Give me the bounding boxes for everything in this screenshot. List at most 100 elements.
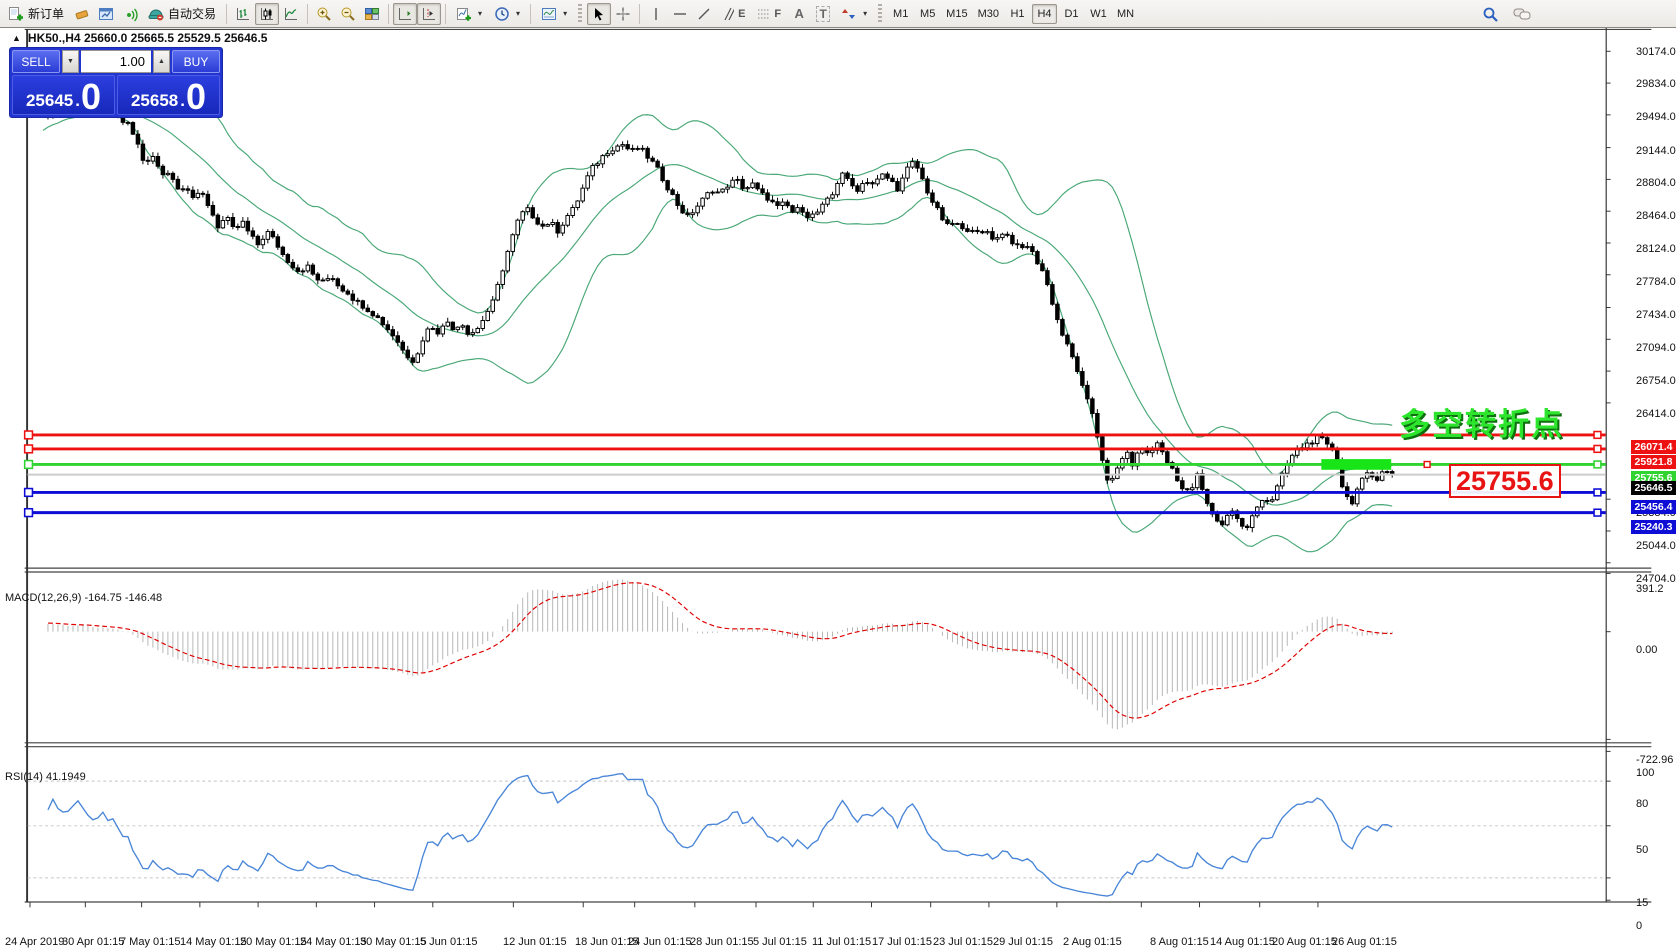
volume-down-button[interactable]: ▼ — [62, 50, 79, 73]
zoom-in-icon — [317, 7, 331, 21]
x-axis-label: 30 Apr 01:15 — [62, 936, 125, 948]
label-tool-button[interactable]: T — [811, 3, 835, 25]
callout-handle[interactable] — [1423, 460, 1431, 469]
sell-price-display[interactable]: 25645. 0 — [12, 75, 115, 115]
x-axis-label: 24 Apr 2019 — [5, 936, 65, 948]
chart-shift-button[interactable] — [417, 2, 442, 25]
timeframe-m30-button[interactable]: M30 — [977, 7, 999, 20]
periods-button[interactable]: ▾ — [488, 3, 526, 25]
one-click-trading-panel: SELL ▼ ▲ BUY 25645.0 25658.0 — [10, 48, 222, 117]
chevron-down-icon: ▾ — [478, 9, 483, 18]
x-axis-label: 28 Jun 01:15 — [690, 936, 754, 948]
buy-price-display[interactable]: 25658. 0 — [117, 75, 220, 115]
x-axis-label: 7 May 01:15 — [120, 936, 181, 948]
chat-button[interactable] — [1510, 3, 1534, 25]
chart-window[interactable]: ▲ HK50.,H4 25660.0 25665.5 25529.5 25646… — [0, 28, 1676, 951]
line-handle[interactable] — [23, 507, 34, 518]
toolbar-separator — [445, 3, 447, 24]
crosshair-button[interactable] — [611, 3, 635, 25]
zoom-in-button[interactable] — [312, 3, 336, 25]
x-axis-label: 17 Jul 01:15 — [872, 936, 932, 948]
chart-title: HK50.,H4 25660.0 25665.5 25529.5 25646.5 — [27, 31, 268, 45]
signals-icon — [127, 8, 138, 21]
timeframe-w1-button[interactable]: W1 — [1090, 7, 1107, 20]
y-axis-label: 29834.0 — [1636, 78, 1676, 91]
toolbar-grip[interactable] — [578, 3, 583, 24]
line-end-marker[interactable] — [1593, 488, 1602, 497]
x-axis-label: 5 Jul 01:15 — [753, 936, 807, 948]
zoom-out-button[interactable] — [336, 3, 360, 25]
line-end-marker[interactable] — [1593, 508, 1602, 517]
sell-button[interactable]: SELL — [12, 50, 60, 73]
macd-axis-label: 0.00 — [1636, 643, 1658, 656]
vertical-line-button[interactable] — [644, 3, 668, 25]
eraser-button[interactable] — [70, 3, 94, 25]
x-axis-label: 5 Jun 01:15 — [420, 936, 478, 948]
price-level-label: 25646.5 — [1631, 481, 1676, 496]
equidistant-channel-button[interactable]: E — [716, 3, 751, 25]
fibonacci-glyph: F — [774, 7, 782, 20]
text-tool-button[interactable]: A — [787, 3, 811, 25]
line-end-marker[interactable] — [1593, 460, 1602, 469]
autotrading-button[interactable]: 自动交易 — [142, 3, 222, 25]
price-callout-label[interactable]: 25755.6 — [1449, 464, 1561, 498]
one-click-collapse-icon[interactable]: ▲ — [12, 33, 21, 43]
new-order-button[interactable]: 新订单 — [2, 3, 70, 25]
buy-button[interactable]: BUY — [172, 50, 220, 73]
cursor-button[interactable] — [587, 2, 612, 25]
timeframe-m1-button[interactable]: M1 — [893, 7, 909, 20]
timeframe-m15-button[interactable]: M15 — [946, 7, 968, 20]
macd-axis-label: 391.2 — [1636, 583, 1664, 596]
timeframe-d1-button[interactable]: D1 — [1064, 7, 1079, 20]
chart-window-button[interactable] — [94, 3, 118, 25]
macd-indicator-label: MACD(12,26,9) -164.75 -146.48 — [5, 592, 163, 604]
horizontal-line-icon — [674, 12, 687, 15]
trendline-button[interactable] — [692, 3, 716, 25]
toolbar-grip[interactable] — [878, 3, 883, 24]
add-indicator-icon — [457, 7, 472, 21]
signals-button[interactable] — [118, 3, 142, 25]
new-order-icon — [9, 6, 23, 20]
y-axis-label: 26414.0 — [1636, 407, 1676, 420]
toolbar-separator — [307, 3, 309, 24]
tile-windows-button[interactable] — [360, 3, 384, 25]
bar-chart-button[interactable] — [231, 3, 255, 25]
auto-scroll-button[interactable] — [393, 2, 418, 25]
line-chart-icon — [285, 7, 298, 20]
line-handle[interactable] — [23, 430, 34, 440]
volume-up-button[interactable]: ▲ — [153, 50, 170, 73]
pivot-highlight-bar — [1321, 459, 1392, 470]
price-level-label: 25240.3 — [1631, 520, 1676, 535]
add-indicator-button[interactable]: ▾ — [450, 3, 488, 25]
channel-icon — [724, 7, 735, 20]
line-end-marker[interactable] — [1593, 430, 1602, 440]
rsi-axis-label: 80 — [1636, 797, 1649, 810]
timeframe-h4-button[interactable]: H4 — [1031, 3, 1057, 24]
arrows-icon — [842, 8, 856, 19]
timeframe-m5-button[interactable]: M5 — [920, 7, 936, 20]
x-axis-label: 30 May 01:15 — [360, 936, 427, 948]
line-chart-button[interactable] — [279, 3, 303, 25]
timeframe-mn-button[interactable]: MN — [1116, 7, 1135, 20]
horizontal-line-button[interactable] — [668, 3, 692, 25]
vertical-line-icon — [655, 7, 657, 20]
rsi-axis-label: 100 — [1636, 766, 1655, 779]
x-axis-label: 11 Jul 01:15 — [812, 936, 872, 948]
price-level-label: 25456.4 — [1631, 499, 1676, 514]
volume-input[interactable] — [81, 50, 151, 73]
fibonacci-button[interactable]: F — [751, 3, 787, 25]
candlestick-chart-button[interactable] — [255, 2, 280, 25]
timeframe-h1-button[interactable]: H1 — [1010, 7, 1025, 20]
chart-canvas[interactable] — [0, 28, 1676, 951]
line-handle[interactable] — [23, 459, 34, 470]
line-handle[interactable] — [23, 444, 34, 454]
timeframe-bar: M1 M5 M15 M30 H1 H4 D1 W1 MN — [887, 3, 1139, 24]
line-handle[interactable] — [23, 487, 34, 498]
label-tool-glyph: T — [816, 5, 830, 22]
rsi-indicator-label: RSI(14) 41.1949 — [5, 771, 86, 783]
templates-button[interactable]: ▾ — [535, 3, 573, 25]
arrows-tool-button[interactable]: ▾ — [835, 3, 873, 25]
line-end-marker[interactable] — [1593, 444, 1602, 454]
rsi-axis-label: 15 — [1636, 897, 1649, 910]
search-button[interactable] — [1478, 3, 1502, 25]
